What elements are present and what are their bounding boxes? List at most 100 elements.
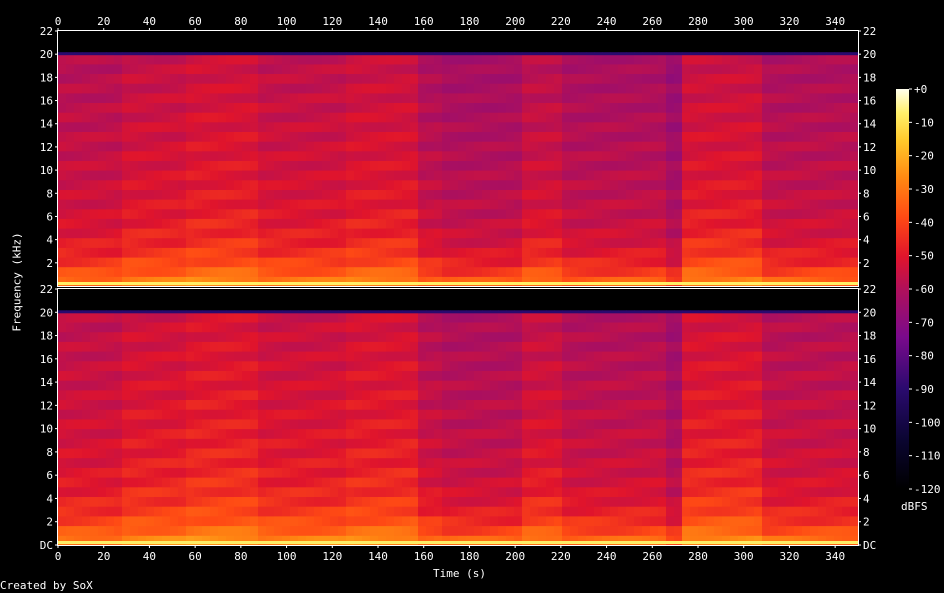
spectrogram-cell	[154, 266, 163, 277]
spectrogram-cell	[554, 102, 563, 113]
spectrogram-cell	[482, 535, 491, 546]
spectrogram-cell	[634, 121, 643, 132]
spectrogram-cell	[778, 63, 787, 74]
spectrogram-cell	[58, 322, 67, 333]
spectrogram-cell	[202, 257, 211, 268]
spectrogram-cell	[354, 525, 363, 536]
spectrogram-cell	[674, 389, 683, 400]
spectrogram-cell	[554, 92, 563, 103]
spectrogram-cell	[434, 535, 443, 546]
spectrogram-cell	[746, 341, 755, 352]
spectrogram-cell	[522, 73, 531, 84]
spectrogram-cell	[98, 322, 107, 333]
spectrogram-cell	[690, 380, 699, 391]
spectrogram-panel-1	[57, 30, 859, 287]
spectrogram-cell	[146, 525, 155, 536]
spectrogram-cell	[578, 63, 587, 74]
spectrogram-cell	[522, 322, 531, 333]
spectrogram-cell	[410, 218, 419, 229]
cutoff-band	[114, 310, 123, 314]
spectrogram-cell	[330, 467, 339, 478]
spectrogram-cell	[394, 160, 403, 171]
spectrogram-cell	[154, 83, 163, 94]
spectrogram-cell	[266, 457, 275, 468]
spectrogram-cell	[618, 141, 627, 152]
spectrogram-cell	[498, 428, 507, 439]
spectrogram-cell	[306, 515, 315, 527]
spectrogram-cell	[586, 63, 595, 74]
spectrogram-cell	[418, 237, 427, 248]
spectrogram-cell	[122, 370, 131, 381]
spectrogram-cell	[450, 370, 459, 381]
spectrogram-cell	[122, 218, 131, 229]
spectrogram-cell	[474, 73, 483, 84]
spectrogram-cell	[746, 438, 755, 449]
spectrogram-cell	[258, 477, 267, 488]
spectrogram-cell	[458, 266, 467, 277]
spectrogram-cell	[602, 380, 611, 391]
spectrogram-cell	[322, 438, 331, 449]
spectrogram-cell	[410, 141, 419, 152]
spectrogram-cell	[738, 141, 747, 152]
spectrogram-cell	[786, 486, 795, 497]
spectrogram-cell	[346, 179, 355, 190]
spectrogram-cell	[330, 399, 339, 410]
spectrogram-cell	[58, 83, 67, 94]
spectrogram-cell	[162, 389, 171, 400]
spectrogram-cell	[202, 428, 211, 439]
spectrogram-cell	[242, 322, 251, 333]
spectrogram-cell	[314, 360, 323, 371]
spectrogram-cell	[834, 486, 843, 497]
spectrogram-cell	[594, 228, 603, 239]
spectrogram-cell	[314, 457, 323, 468]
spectrogram-cell	[90, 477, 99, 488]
cutoff-band	[122, 52, 131, 56]
spectrogram-cell	[842, 399, 851, 410]
spectrogram-cell	[610, 438, 619, 449]
spectrogram-cell	[330, 121, 339, 132]
spectrogram-cell	[530, 515, 539, 527]
spectrogram-cell	[106, 428, 115, 439]
spectrogram-cell	[458, 102, 467, 113]
spectrogram-cell	[170, 418, 179, 430]
spectrogram-cell	[114, 179, 123, 190]
spectrogram-cell	[634, 506, 643, 517]
spectrogram-cell	[546, 247, 555, 258]
spectrogram-cell	[730, 535, 739, 546]
spectrogram-cell	[218, 341, 227, 352]
spectrogram-cell	[410, 399, 419, 410]
spectrogram-cell	[186, 341, 195, 352]
spectrogram-cell	[666, 54, 675, 65]
spectrogram-cell	[714, 247, 723, 258]
spectrogram-cell	[210, 141, 219, 152]
spectrogram-cell	[530, 208, 539, 219]
spectrogram-cell	[482, 428, 491, 439]
spectrogram-cell	[226, 160, 235, 171]
spectrogram-cell	[138, 438, 147, 449]
spectrogram-cell	[226, 121, 235, 132]
spectrogram-cell	[346, 525, 355, 536]
spectrogram-cell	[698, 312, 707, 323]
spectrogram-cell	[330, 247, 339, 258]
spectrogram-cell	[138, 92, 147, 103]
spectrogram-cell	[66, 351, 75, 362]
spectrogram-cell	[770, 399, 779, 410]
spectrogram-cell	[770, 112, 779, 123]
spectrogram-cell	[810, 160, 819, 171]
spectrogram-cell	[354, 380, 363, 391]
spectrogram-cell	[282, 92, 291, 103]
spectrogram-cell	[82, 515, 91, 527]
spectrogram-cell	[426, 150, 435, 161]
spectrogram-cell	[130, 380, 139, 391]
spectrogram-cell	[714, 515, 723, 527]
cutoff-band	[778, 310, 787, 314]
spectrogram-cell	[258, 141, 267, 152]
spectrogram-cell	[250, 438, 259, 449]
spectrogram-cell	[754, 496, 763, 507]
spectrogram-cell	[738, 506, 747, 517]
spectrogram-cell	[378, 448, 387, 459]
spectrogram-cell	[682, 208, 691, 219]
spectrogram-cell	[786, 360, 795, 371]
spectrogram-cell	[658, 351, 667, 362]
spectrogram-cell	[482, 218, 491, 229]
